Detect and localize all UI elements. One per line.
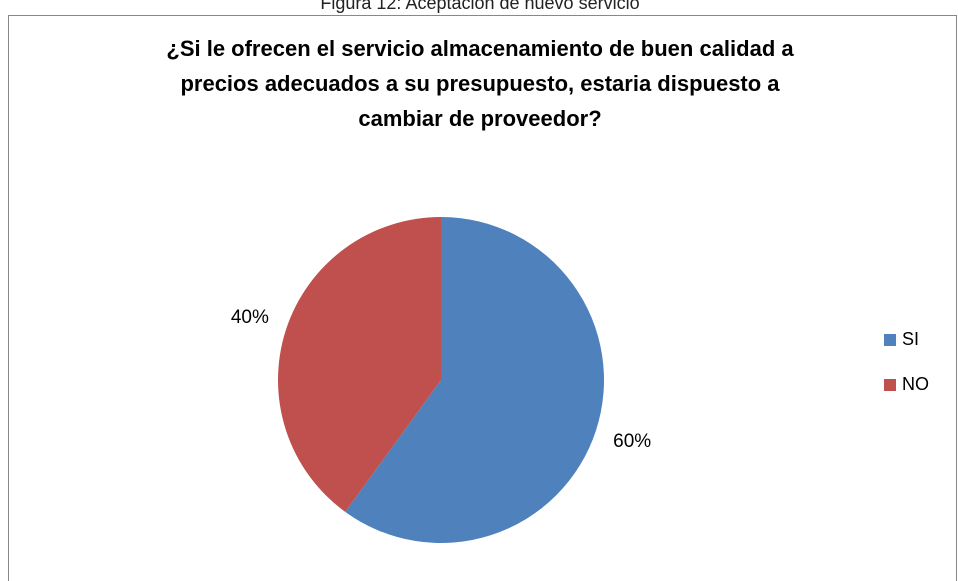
figure-caption: Figura 12: Aceptación de nuevo servicio [320,0,639,13]
chart-title: cambiar de proveedor? [358,106,601,131]
chart-frame [8,15,957,581]
legend-label: NO [902,374,929,394]
data-label: 60% [613,431,651,452]
chart-title: precios adecuados a su presupuesto, esta… [180,71,780,96]
legend-label: SI [902,329,919,349]
legend-swatch [884,334,896,346]
pie-slice [345,217,605,543]
legend-swatch [884,379,896,391]
pie-slice [278,217,441,512]
chart-title: ¿Si le ofrecen el servicio almacenamient… [166,36,794,61]
data-label: 40% [231,307,269,328]
